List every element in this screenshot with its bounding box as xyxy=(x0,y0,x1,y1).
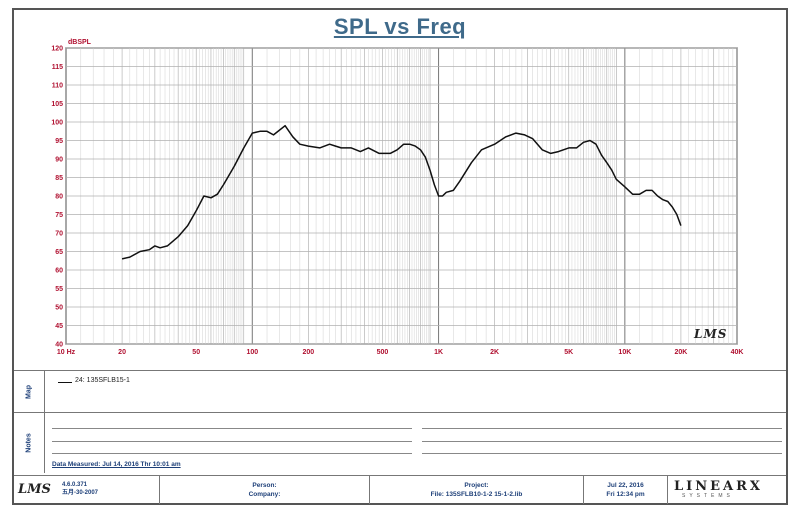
footer-version-cell: LMS 4.6.0.371 五月-30-2007 xyxy=(14,476,160,504)
notes-panel: Notes Data Measured: Jul 14, 2016 Thr 10… xyxy=(14,412,786,473)
notes-rule xyxy=(52,453,412,454)
person-label: Person: xyxy=(252,482,277,489)
linearx-logo: LINEARX xyxy=(674,479,763,494)
x-tick-label: 50 xyxy=(192,349,200,356)
company-label: Company: xyxy=(248,491,281,498)
y-tick-label: 40 xyxy=(55,342,63,349)
lms-logo: LMS xyxy=(18,482,51,497)
x-tick-label: 200 xyxy=(303,349,315,356)
chart-title: SPL vs Freq xyxy=(333,14,467,39)
x-tick-label: 2K xyxy=(490,349,499,356)
y-tick-label: 90 xyxy=(55,157,63,164)
footer-time: Fri 12:34 pm xyxy=(606,491,645,498)
x-tick-label: 20 xyxy=(118,349,126,356)
notes-side-label: Notes xyxy=(14,413,45,473)
series-line xyxy=(121,124,682,260)
notes-rule xyxy=(422,428,782,429)
footer-bar: LMS 4.6.0.371 五月-30-2007 Person: Company:… xyxy=(14,475,786,504)
y-tick-label: 75 xyxy=(55,212,63,219)
y-tick-label: 70 xyxy=(55,231,63,238)
lms-watermark: LMS xyxy=(694,327,728,341)
footer-date: Jul 22, 2016 xyxy=(607,482,644,489)
legend-entry: 24: 135SFLB15-1 xyxy=(75,377,130,384)
y-tick-label: 115 xyxy=(52,64,63,71)
x-tick-label: 5K xyxy=(564,349,573,356)
y-tick-label: 85 xyxy=(55,175,63,182)
version-info: 4.6.0.371 五月-30-2007 xyxy=(62,482,99,496)
linearx-systems-text: SYSTEMS xyxy=(682,493,734,499)
x-tick-label: 500 xyxy=(377,349,389,356)
x-tick-label: 100 xyxy=(246,349,258,356)
footer-project-cell: Project: File: 135SFLB10-1-2 15-1-2.lib xyxy=(370,476,584,504)
footer-person-cell: Person: Company: xyxy=(160,476,370,504)
x-tick-label: 1K xyxy=(434,349,443,356)
y-tick-label: 65 xyxy=(55,249,63,256)
map-side-label: Map xyxy=(14,371,45,413)
y-axis-unit-label: dBSPL xyxy=(68,39,91,46)
x-tick-label: 10K xyxy=(618,349,631,356)
notes-rule xyxy=(52,441,412,442)
notes-rule xyxy=(422,453,782,454)
x-tick-label: 10 Hz xyxy=(57,349,76,356)
y-tick-label: 100 xyxy=(51,120,63,127)
y-tick-label: 55 xyxy=(55,286,63,293)
legend-swatch xyxy=(58,382,72,383)
y-tick-label: 110 xyxy=(52,83,63,90)
y-tick-label: 60 xyxy=(55,268,63,275)
file-label: File: 135SFLB10-1-2 15-1-2.lib xyxy=(430,491,523,498)
map-panel: Map 24: 135SFLB15-1 xyxy=(14,370,786,413)
project-label: Project: xyxy=(464,482,489,489)
date-measured: Data Measured: Jul 14, 2016 Thr 10:01 am xyxy=(52,461,181,468)
footer-date-cell: Jul 22, 2016 Fri 12:34 pm xyxy=(584,476,668,504)
y-tick-label: 95 xyxy=(55,138,63,145)
x-tick-label: 20K xyxy=(675,349,688,356)
y-tick-label: 105 xyxy=(51,101,63,108)
notes-rule xyxy=(52,428,412,429)
y-tick-label: 50 xyxy=(55,305,63,312)
y-tick-label: 120 xyxy=(51,46,63,53)
y-tick-label: 80 xyxy=(55,194,63,201)
notes-rule xyxy=(422,441,782,442)
y-tick-label: 45 xyxy=(55,323,63,330)
x-tick-label: 40K xyxy=(731,349,744,356)
